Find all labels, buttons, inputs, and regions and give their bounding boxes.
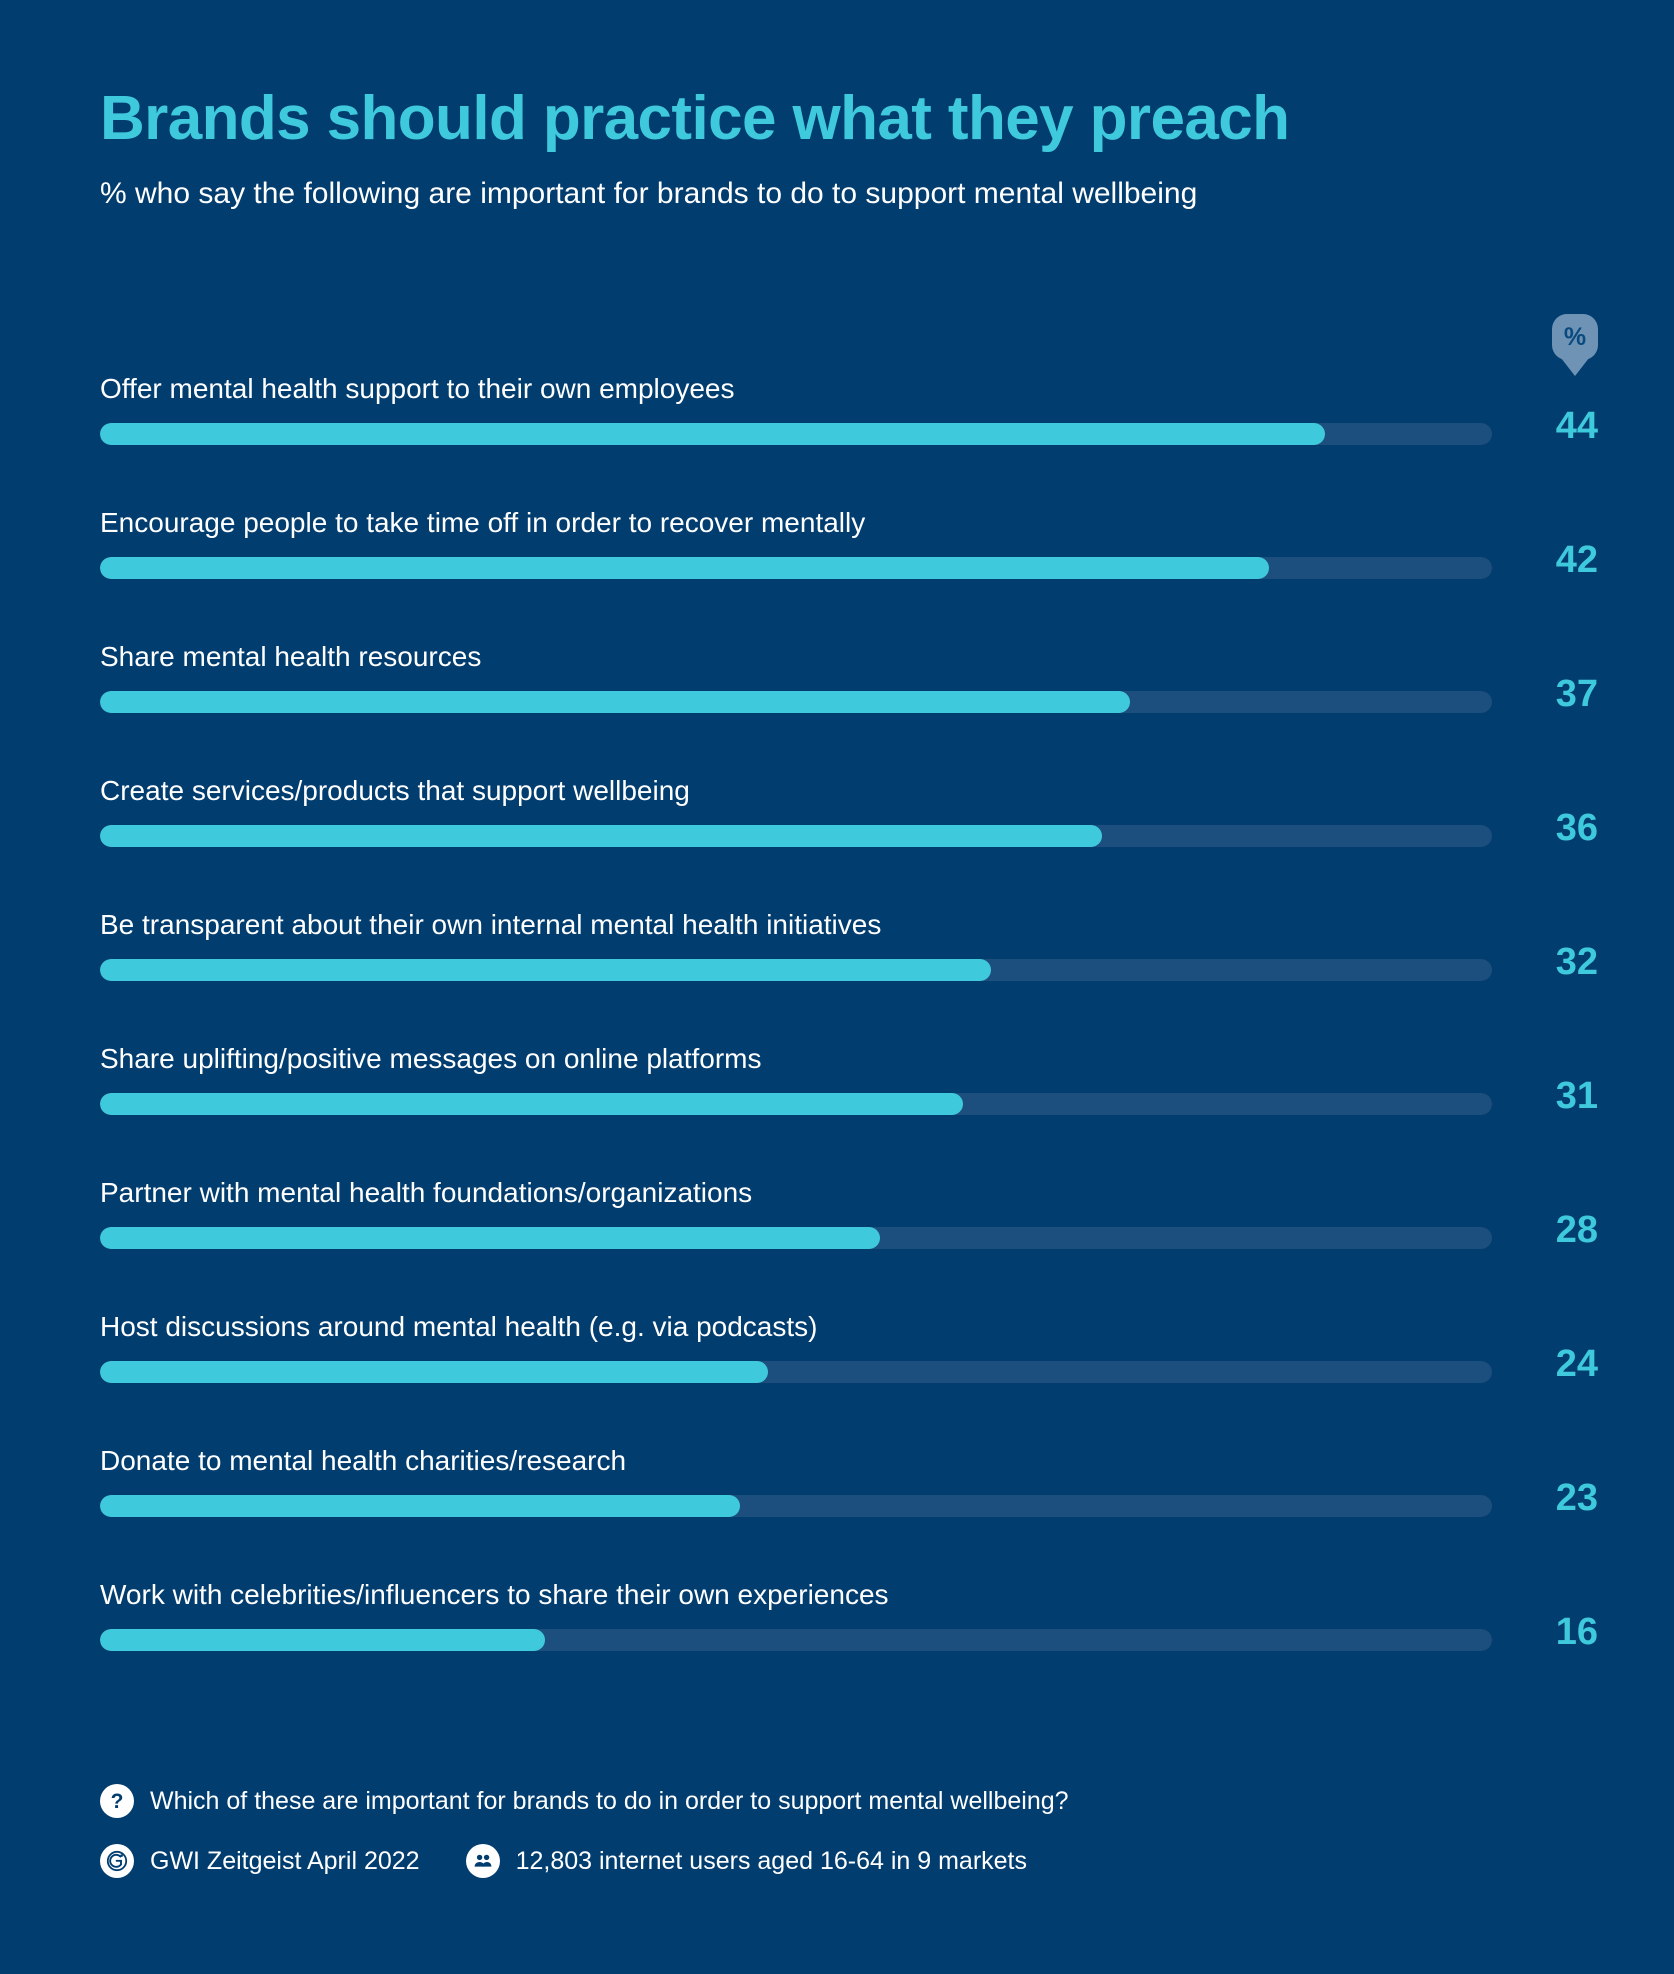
bar-label: Host discussions around mental health (e… [100,1311,818,1342]
bar-row: Share uplifting/positive messages on onl… [100,1025,1598,1159]
bar-fill [100,1629,546,1651]
bar-fill [100,1495,741,1517]
bar-fill [100,825,1103,847]
people-icon [465,1844,500,1878]
bar-fill [100,1361,769,1383]
bar-value: 44 [1555,405,1598,447]
bar-row: Share mental health resources 37 [100,623,1598,757]
bar-track [100,959,1492,981]
chart-subtitle: % who say the following are important fo… [100,176,1198,210]
bar-fill [100,557,1270,579]
footer-question-row: ? Which of these are important for brand… [100,1784,1574,1818]
source-group: GWI Zeitgeist April 2022 [100,1844,420,1878]
bar-track [100,1093,1492,1115]
question-glyph: ? [110,1789,124,1813]
bar-row: Host discussions around mental health (e… [100,1293,1598,1427]
bar-fill [100,691,1131,713]
bar-row: Partner with mental health foundations/o… [100,1159,1598,1293]
bar-track [100,1361,1492,1383]
survey-question: Which of these are important for brands … [150,1786,1069,1815]
bar-value: 28 [1555,1209,1598,1251]
pin-tip [1561,358,1589,376]
bar-row: Create services/products that support we… [100,757,1598,891]
bar-fill [100,1093,964,1115]
bar-fill [100,959,991,981]
bar-label: Share mental health resources [100,641,482,672]
bar-track [100,1629,1492,1651]
bar-label: Encourage people to take time off in ord… [100,507,866,538]
percent-pin-icon: % [1552,314,1598,376]
bar-list: Offer mental health support to their own… [100,355,1598,1695]
bar-track [100,423,1492,445]
bar-track [100,1495,1492,1517]
bar-label: Create services/products that support we… [100,775,690,806]
bar-value: 42 [1555,539,1598,581]
chart-header: Brands should practice what they preach … [100,0,1574,213]
bar-label: Partner with mental health foundations/o… [100,1177,753,1208]
audience-group: 12,803 internet users aged 16-64 in 9 ma… [465,1844,1027,1878]
question-mark-icon: ? [100,1784,134,1818]
bar-label: Share uplifting/positive messages on onl… [100,1043,762,1074]
footer-source-row: GWI Zeitgeist April 2022 12,803 internet… [100,1844,1574,1878]
bar-row: Donate to mental health charities/resear… [100,1427,1598,1561]
bar-value: 37 [1555,673,1598,715]
bar-track [100,691,1492,713]
bar-value: 23 [1555,1477,1598,1519]
bar-fill [100,1227,880,1249]
gwi-logo-icon [100,1844,134,1878]
bar-value: 32 [1555,941,1598,983]
bar-label: Work with celebrities/influencers to sha… [100,1579,889,1610]
percent-symbol: % [1552,314,1598,360]
bar-fill [100,423,1325,445]
bar-track [100,825,1492,847]
source-label: GWI Zeitgeist April 2022 [150,1846,420,1875]
bar-row: Be transparent about their own internal … [100,891,1598,1025]
bar-value: 36 [1555,807,1598,849]
bar-row: Offer mental health support to their own… [100,355,1598,489]
bar-label: Be transparent about their own internal … [100,909,882,940]
bar-label: Offer mental health support to their own… [100,373,735,404]
question-group: ? Which of these are important for brand… [100,1784,1069,1818]
bar-track [100,557,1492,579]
bar-value: 24 [1555,1343,1598,1385]
audience-label: 12,803 internet users aged 16-64 in 9 ma… [515,1846,1027,1875]
bar-value: 16 [1555,1611,1598,1653]
bar-row: Encourage people to take time off in ord… [100,489,1598,623]
chart-footer: ? Which of these are important for brand… [100,1784,1574,1878]
bar-label: Donate to mental health charities/resear… [100,1445,627,1476]
bar-row: Work with celebrities/influencers to sha… [100,1561,1598,1695]
bar-track [100,1227,1492,1249]
page-title: Brands should practice what they preach [100,84,1290,153]
bar-value: 31 [1555,1075,1598,1117]
